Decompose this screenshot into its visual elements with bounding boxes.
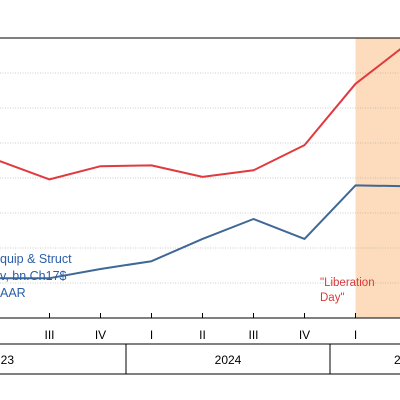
- x-year-label-2: 2: [394, 353, 400, 367]
- annotation-line-0: "Liberation: [320, 277, 375, 289]
- x-tick-label-3: II: [199, 328, 206, 342]
- x-tick-label-5: IV: [299, 328, 310, 342]
- legend-line-1: v, bn.Ch17$: [0, 269, 67, 283]
- x-tick-label-0: III: [44, 328, 54, 342]
- series-line-1: [0, 184, 400, 280]
- x-year-label-1: 2024: [215, 353, 242, 367]
- x-tick-label-4: III: [248, 328, 258, 342]
- annotation-line-1: Day": [320, 292, 345, 304]
- legend-line-0: quip & Struct: [0, 252, 72, 266]
- x-tick-label-6: I: [354, 328, 357, 342]
- legend-line-2: AAR: [0, 286, 26, 300]
- x-year-label-0: 23: [1, 353, 15, 367]
- x-tick-label-1: IV: [95, 328, 106, 342]
- series-line-0: [0, 48, 400, 181]
- x-tick-label-2: I: [150, 328, 153, 342]
